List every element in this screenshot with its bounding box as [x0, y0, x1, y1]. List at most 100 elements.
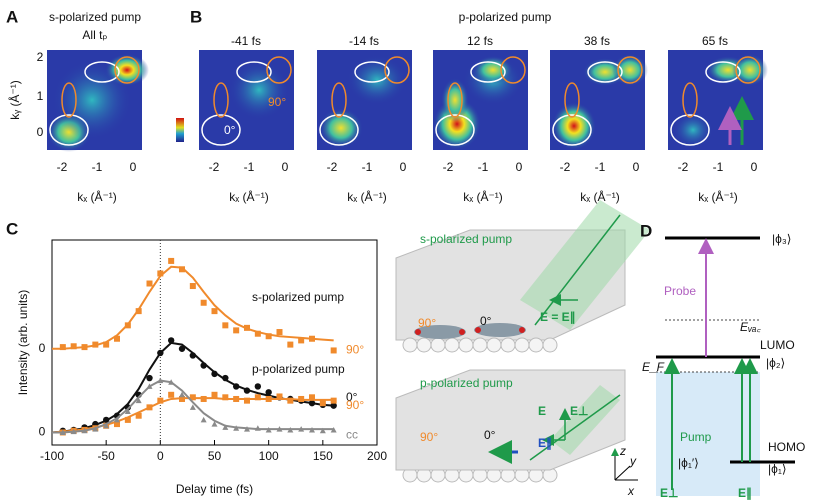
region	[213, 82, 229, 118]
data-point	[211, 391, 218, 398]
x-tick-label: 100	[259, 449, 279, 463]
x-tick-label: -100	[40, 449, 64, 463]
axis-label: z	[619, 444, 626, 458]
region	[470, 61, 506, 83]
x-tick-label: -1	[244, 160, 255, 174]
data-point	[276, 393, 283, 400]
angle-label: 90°	[420, 430, 438, 444]
intensity-blob	[52, 60, 132, 140]
region	[500, 56, 526, 84]
data-point	[124, 408, 131, 415]
x-tick-label: 50	[208, 449, 222, 463]
geometry-diagram: s-polarized pump 90° 0° E = E∥ p-polariz…	[395, 200, 650, 498]
data-point	[124, 416, 131, 423]
data-point	[298, 337, 305, 344]
panel-title: p-polarized pump	[459, 10, 552, 24]
x-tick-label: 0	[400, 160, 407, 174]
level-label: LUMO	[760, 338, 795, 352]
intensity-blob	[732, 54, 768, 86]
arrow-label: Pump	[680, 430, 712, 444]
data-point	[265, 389, 272, 396]
energy-diagram: D |ϕ₃⟩ Probe Eᵥₐ꜀ LUMO |ϕ₂⟩ E_F Pump HOM…	[640, 221, 805, 500]
angle-label: 0°	[484, 428, 496, 442]
region	[447, 82, 463, 118]
x-axis-label: kₓ (Å⁻¹)	[347, 189, 387, 204]
axis-label: y	[629, 454, 637, 468]
data-point	[211, 421, 218, 427]
arrow-label: Probe	[664, 284, 696, 298]
x-tick-label: 150	[313, 449, 333, 463]
field-label: E⊥	[660, 486, 678, 500]
data-point	[330, 347, 337, 354]
data-point	[287, 341, 294, 348]
data-point	[103, 422, 110, 429]
angle-label: 0°	[480, 314, 492, 328]
x-tick-label: -2	[327, 160, 338, 174]
data-point	[254, 330, 261, 337]
field-label: E = E∥	[540, 310, 576, 324]
data-point	[135, 397, 142, 404]
x-tick-label: 0	[282, 160, 289, 174]
region	[84, 61, 120, 83]
region	[682, 82, 698, 118]
region	[354, 61, 390, 83]
data-point	[157, 270, 164, 277]
data-point	[146, 374, 153, 382]
frame-title: -41 fs	[231, 34, 261, 48]
angle-label: 90°	[418, 316, 436, 330]
y-axis-label: kᵧ (Å⁻¹)	[7, 80, 22, 120]
panel-label: D	[640, 221, 652, 240]
data-point	[233, 327, 240, 334]
x-tick-label: -2	[560, 160, 571, 174]
data-point	[287, 397, 294, 404]
x-axis-label: kₓ (Å⁻¹)	[463, 189, 503, 204]
region	[735, 56, 761, 84]
intensity-blob	[347, 55, 407, 105]
x-axis-label: kₓ (Å⁻¹)	[580, 189, 620, 204]
frame-title: -14 fs	[349, 34, 379, 48]
data-point	[167, 337, 175, 344]
level-label: |ϕ₁⟩	[768, 462, 787, 476]
x-tick-label: -1	[362, 160, 373, 174]
x-tick-label: -2	[209, 160, 220, 174]
x-tick-label: -1	[92, 160, 103, 174]
x-tick-label: -2	[678, 160, 689, 174]
fit-line	[52, 265, 334, 350]
data-point	[265, 333, 272, 340]
data-point	[114, 416, 120, 423]
intensity-blob	[673, 112, 713, 148]
level-label: |ϕ₃⟩	[772, 232, 791, 246]
y-tick-label: 2	[37, 50, 44, 64]
region	[552, 114, 592, 146]
axis-arrow	[614, 465, 631, 481]
annotation: s-polarized pump	[252, 290, 344, 304]
diagram-title: s-polarized pump	[420, 232, 512, 246]
region	[587, 61, 623, 83]
chart: C -100 -50 0 50 100 150 200 0 0 Delay time (fs) Int…	[6, 219, 387, 496]
data-point	[254, 394, 261, 401]
x-tick-label: 0	[157, 449, 164, 463]
diagram-title: p-polarized pump	[420, 376, 513, 390]
region	[435, 114, 475, 146]
x-tick-label: -50	[97, 449, 115, 463]
panel-label: A	[6, 7, 18, 26]
frame-title: 12 fs	[467, 34, 493, 48]
intensity-blob	[441, 78, 469, 122]
data-point	[319, 427, 326, 434]
data-point	[309, 394, 315, 401]
data-point	[200, 299, 207, 306]
region	[266, 56, 292, 84]
x-tick-label: -1	[713, 160, 724, 174]
panel-label: C	[6, 219, 18, 238]
x-axis-label: kₓ (Å⁻¹)	[77, 189, 117, 204]
y-tick-label: 0	[39, 341, 46, 355]
x-tick-label: -2	[57, 160, 68, 174]
angle-label: 0°	[224, 123, 236, 137]
panel-label: B	[190, 7, 202, 26]
data-point	[179, 391, 185, 398]
fit-line	[52, 379, 334, 434]
data-point	[157, 397, 164, 404]
y-axis-label: Intensity (arb. units)	[16, 290, 30, 395]
data-point	[114, 421, 120, 428]
